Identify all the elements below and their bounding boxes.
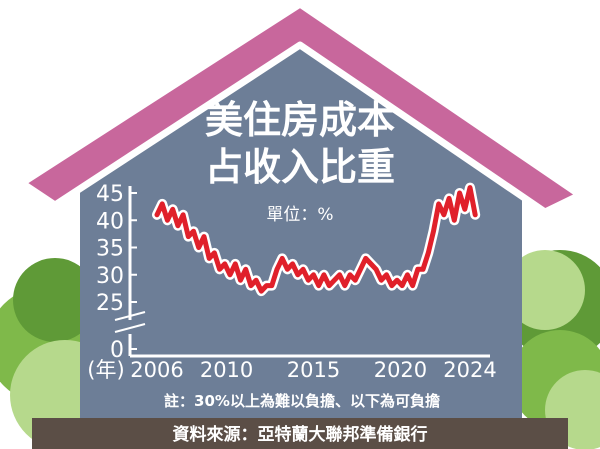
y-tick-label: 40 <box>96 209 124 234</box>
axes <box>114 186 490 358</box>
x-tick-label: 2015 <box>287 358 340 382</box>
note-text: 註：30%以上為難以負擔、以下為可負擔 <box>164 392 440 410</box>
chart-title-line1: 美住房成本 <box>205 98 395 142</box>
axis-break-mark-2 <box>114 323 146 333</box>
x-axis-year-marker: (年) <box>87 358 124 382</box>
y-tick-label: 30 <box>96 264 124 289</box>
y-tick-label: 35 <box>96 237 124 262</box>
source-bar <box>32 418 568 449</box>
series-line <box>154 185 478 294</box>
x-tick-label: 2024 <box>443 358 496 382</box>
x-tick-label: 2010 <box>200 358 253 382</box>
unit-label: 單位：% <box>266 205 333 225</box>
x-ticks: 2006 2010 2015 2020 2024 <box>130 358 496 382</box>
y-tick-label: 45 <box>96 182 124 207</box>
axis-break-mark-1 <box>114 311 146 321</box>
chart-title-line2: 占收入比重 <box>205 145 395 189</box>
house-graphic <box>18 0 584 418</box>
y-tick-label: 0 <box>110 338 124 363</box>
x-tick-label: 2006 <box>130 358 183 382</box>
source-text: 資料來源：亞特蘭大聯邦準備銀行 <box>173 424 428 445</box>
y-tick-label: 25 <box>96 291 124 316</box>
x-tick-label: 2020 <box>374 358 427 382</box>
